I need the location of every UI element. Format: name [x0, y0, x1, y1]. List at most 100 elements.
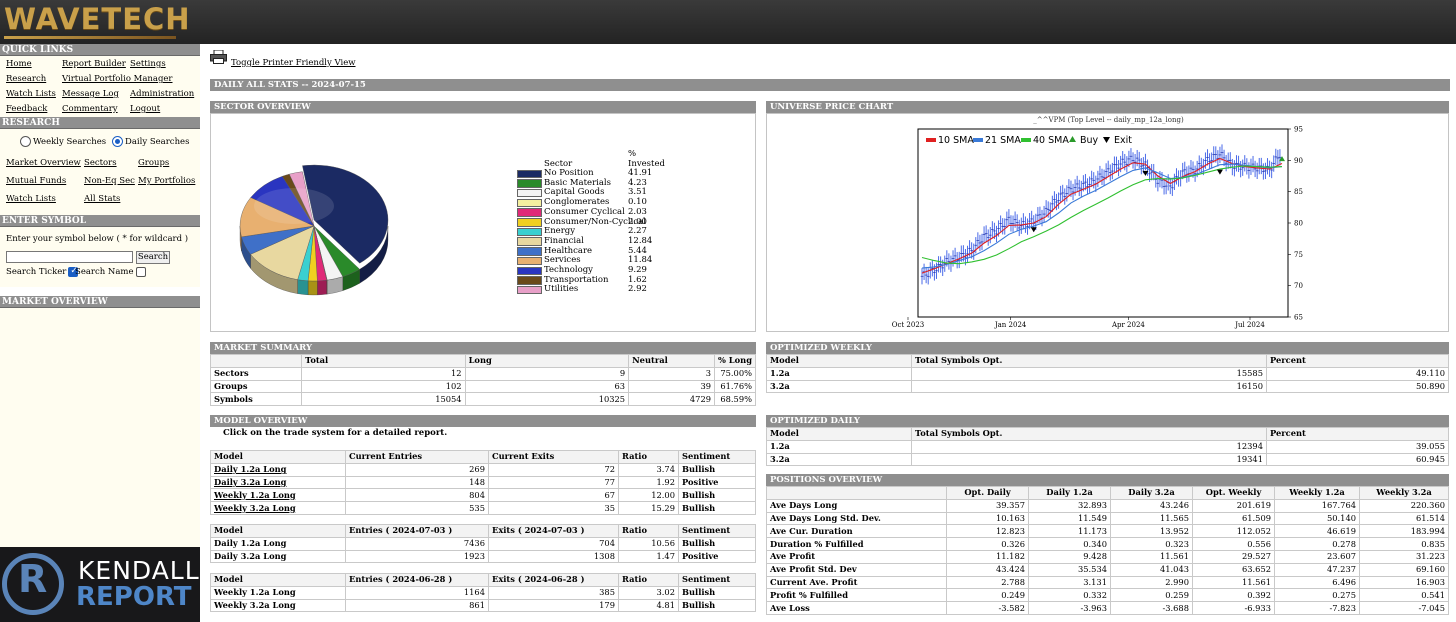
- positions-overview-table: Opt. Daily Daily 1.2a Daily 3.2a Opt. Weekl…: [766, 486, 1449, 615]
- table-cell: 704: [488, 536, 619, 551]
- link-groups[interactable]: Groups: [138, 158, 170, 168]
- table-cell: Bullish: [678, 585, 756, 600]
- column-header: Exits ( 2024-06-28 ): [488, 573, 619, 587]
- table-row: Groups 102 63 39 61.76%: [209, 379, 756, 394]
- checkbox-unchecked[interactable]: [135, 267, 146, 277]
- link-my-portfolios[interactable]: My Portfolios: [138, 176, 196, 186]
- link-feedback[interactable]: Feedback: [6, 104, 48, 114]
- radio-circle-selected[interactable]: [112, 136, 123, 147]
- legend-row: Services 11.84: [517, 256, 677, 266]
- column-header: Current Entries: [345, 450, 489, 464]
- row-label: Ave Profit: [766, 549, 947, 564]
- toggle-printer-friendly-link[interactable]: Toggle Printer Friendly View: [231, 58, 356, 68]
- legend-symbol: [926, 138, 936, 142]
- legend-row: Basic Materials 4.23: [517, 177, 677, 189]
- link-logout[interactable]: Logout: [130, 104, 161, 114]
- row-label: Daily 1.2a Long: [210, 536, 346, 551]
- link-research[interactable]: Research: [6, 74, 47, 84]
- link-virtual-portfolio-manager[interactable]: Virtual Portfolio Manager: [62, 74, 173, 84]
- legend-sector-value: 3.51: [628, 187, 647, 198]
- table-cell: 39: [628, 379, 716, 394]
- table-header-row: Opt. Daily Daily 1.2a Daily 3.2a Opt. Weekl…: [766, 486, 1449, 500]
- table-cell: 47.237: [1274, 562, 1360, 577]
- search-ticker-checkbox[interactable]: Search Ticker: [6, 266, 79, 277]
- wavetech-logo[interactable]: WAVETECH: [4, 2, 191, 36]
- search-name-checkbox[interactable]: Search Name: [75, 267, 146, 277]
- legend-sector-name: Financial: [544, 235, 584, 246]
- sector-overview-panel: [210, 113, 756, 332]
- table-row: Current Ave. Profit 2.788 3.131 2.990 11.561…: [766, 575, 1449, 590]
- table-cell: 0.278: [1274, 537, 1360, 551]
- checkbox-checked[interactable]: [68, 266, 79, 277]
- table-cell: 0.249: [946, 588, 1029, 603]
- model-link[interactable]: Weekly 3.2a Long: [210, 501, 346, 515]
- table-row[interactable]: Weekly 3.2a Long 535 35 15.29 Bullish: [210, 501, 756, 515]
- search-button[interactable]: Search: [136, 251, 170, 264]
- research-panel: Weekly Searches Daily Searches Market Ov…: [0, 129, 200, 215]
- table-cell: 75.00%: [714, 366, 756, 381]
- table-row[interactable]: Weekly 1.2a Long 804 67 12.00 Bullish: [210, 488, 756, 503]
- link-mutual-funds[interactable]: Mutual Funds: [6, 176, 67, 186]
- symbol-input[interactable]: [6, 251, 133, 263]
- link-settings[interactable]: Settings: [130, 59, 166, 69]
- table-header-row: Model Entries ( 2024-06-28 ) Exits ( 2024-…: [210, 573, 756, 587]
- table-row: Weekly 1.2a Long 1164 385 3.02 Bullish: [210, 585, 756, 600]
- optimized-weekly-title: OPTIMIZED WEEKLY: [766, 342, 1449, 354]
- table-row[interactable]: Daily 3.2a Long 148 77 1.92 Positive: [210, 475, 756, 490]
- link-message-log[interactable]: Message Log: [62, 89, 119, 99]
- link-report-builder[interactable]: Report Builder: [62, 59, 126, 69]
- link-all-stats[interactable]: All Stats: [84, 194, 121, 204]
- weekly-searches-radio[interactable]: Weekly Searches: [20, 136, 106, 147]
- printer-icon[interactable]: [210, 50, 227, 64]
- legend-sector-name: Transportation: [544, 274, 609, 285]
- sma-line: [921, 157, 1283, 274]
- legend-sector-value: 2.00: [628, 216, 647, 227]
- table-cell: 11.561: [1192, 575, 1275, 590]
- table-cell: 13.952: [1110, 524, 1193, 539]
- link-watch-lists[interactable]: Watch Lists: [6, 89, 56, 99]
- link-research-watch-lists[interactable]: Watch Lists: [6, 194, 56, 204]
- model-daily-entries-table: Model Entries ( 2024-07-03 ) Exits ( 2024-…: [210, 524, 756, 564]
- table-header-row: Model Entries ( 2024-07-03 ) Exits ( 2024-…: [210, 524, 756, 538]
- table-row: Ave Days Long Std. Dev. 10.163 11.549 11.56…: [766, 511, 1449, 526]
- table-row: 3.2a 19341 60.945: [766, 452, 1449, 467]
- link-sectors[interactable]: Sectors: [84, 158, 117, 168]
- link-non-eq-sec[interactable]: Non-Eq Sec: [84, 176, 135, 186]
- link-market-overview[interactable]: Market Overview: [6, 158, 81, 168]
- legend-pct-heading: %: [628, 149, 637, 159]
- legend-sector-value: 12.84: [628, 235, 653, 246]
- radio-circle[interactable]: [20, 136, 31, 147]
- column-header: [209, 354, 303, 368]
- column-header: Exits ( 2024-07-03 ): [488, 524, 619, 538]
- model-link[interactable]: Weekly 1.2a Long: [210, 488, 346, 503]
- exit-marker: [1030, 227, 1037, 233]
- table-cell: 0.835: [1359, 537, 1449, 551]
- legend-sector-value: 2.27: [628, 226, 647, 237]
- positions-overview-title: POSITIONS OVERVIEW: [766, 474, 1449, 486]
- table-cell: 10.56: [618, 536, 679, 551]
- link-home[interactable]: Home: [6, 59, 32, 69]
- kendall-report-banner[interactable]: R KENDALL REPORT: [0, 547, 200, 622]
- legend-swatch: [517, 198, 542, 208]
- table-cell: 102: [301, 379, 466, 394]
- table-cell: 39.357: [946, 498, 1029, 513]
- model-overview-title: MODEL OVERVIEW: [210, 415, 756, 427]
- table-cell: 148: [345, 475, 489, 490]
- sector-overview-title: SECTOR OVERVIEW: [210, 101, 756, 113]
- model-link[interactable]: Daily 3.2a Long: [210, 475, 346, 490]
- market-summary-title: MARKET SUMMARY: [210, 342, 756, 354]
- table-cell: 12: [301, 366, 466, 381]
- link-administration[interactable]: Administration: [130, 89, 195, 99]
- model-link[interactable]: Daily 1.2a Long: [210, 462, 346, 477]
- link-commentary[interactable]: Commentary: [62, 104, 118, 114]
- daily-searches-radio[interactable]: Daily Searches: [112, 136, 189, 147]
- table-cell: 7436: [345, 536, 489, 551]
- column-header: Weekly 1.2a: [1274, 486, 1360, 500]
- table-cell: 0.259: [1110, 588, 1193, 603]
- pie-slice: [302, 164, 389, 264]
- table-row[interactable]: Daily 1.2a Long 269 72 3.74 Bullish: [210, 462, 756, 477]
- legend-row: Technology 9.29: [517, 266, 677, 276]
- weekly-searches-label: Weekly Searches: [33, 136, 107, 147]
- enter-symbol-hint: Enter your symbol below ( * for wildcard…: [6, 234, 189, 244]
- legend-sector-value: 4.23: [628, 177, 647, 188]
